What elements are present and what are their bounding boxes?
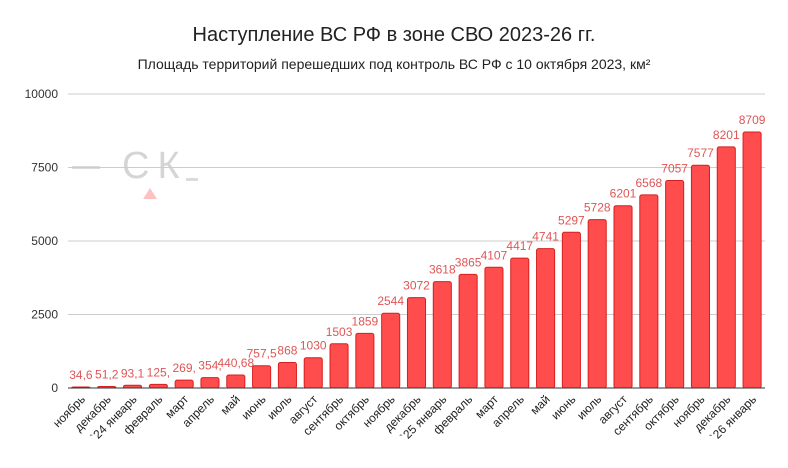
svg-text:СК: СК <box>122 145 188 187</box>
bar <box>406 297 427 389</box>
x-tick-label: июнь <box>239 392 269 422</box>
data-label: 3618 <box>429 263 456 277</box>
x-tick-label: июнь <box>548 392 578 422</box>
bar <box>226 374 246 389</box>
y-tick-label: 2500 <box>31 308 58 322</box>
y-tick-label: 5000 <box>31 234 58 248</box>
data-label: 4107 <box>481 248 508 262</box>
data-label: 868 <box>277 343 297 357</box>
data-label: 6201 <box>610 187 637 201</box>
data-label: 93,1 <box>121 366 145 380</box>
y-tick-label: 0 <box>51 381 58 395</box>
data-label: 2544 <box>377 294 404 308</box>
y-tick-label: 10000 <box>25 87 59 101</box>
bar <box>329 343 349 389</box>
bar <box>458 273 478 389</box>
bar <box>742 131 762 389</box>
data-label: 125, <box>147 365 170 379</box>
data-label: 269, <box>172 361 195 375</box>
bar <box>536 248 556 389</box>
data-label: 354, <box>198 359 221 373</box>
data-label: 51,2 <box>95 367 119 381</box>
data-label: 4417 <box>506 239 533 253</box>
data-label: 8201 <box>713 128 740 142</box>
bar <box>613 205 633 389</box>
data-label: 3072 <box>403 279 430 293</box>
data-label: 7577 <box>687 146 714 160</box>
bar <box>432 281 452 389</box>
bar <box>484 266 504 389</box>
data-label: 7057 <box>661 162 688 176</box>
bar <box>561 231 581 389</box>
bar <box>381 312 401 389</box>
data-label: 6568 <box>635 176 662 190</box>
watermark-logo: СК <box>72 145 198 199</box>
data-label: 1859 <box>352 314 379 328</box>
bar <box>587 219 607 389</box>
data-label: 3865 <box>455 255 482 269</box>
y-tick-label: 7500 <box>31 161 58 175</box>
bar <box>277 361 297 389</box>
bar <box>200 377 220 389</box>
bar <box>510 257 530 389</box>
chart-title: Наступление ВС РФ в зоне СВО 2023-26 гг. <box>192 24 596 46</box>
data-label: 1503 <box>326 325 353 339</box>
data-label: 8709 <box>739 113 766 127</box>
data-label: 1030 <box>300 339 327 353</box>
data-label: 440,68 <box>217 356 254 370</box>
bar <box>355 332 375 389</box>
bar <box>716 146 736 389</box>
bar <box>639 194 659 389</box>
data-label: 5728 <box>584 201 611 215</box>
bar <box>174 379 194 389</box>
data-label: 5297 <box>558 213 585 227</box>
data-label: 757,5 <box>247 347 277 361</box>
bar <box>665 180 685 389</box>
bar <box>303 357 323 389</box>
bar <box>252 365 272 389</box>
chart-subtitle: Площадь территорий перешедших под контро… <box>137 56 651 72</box>
bar <box>690 164 710 389</box>
data-label: 34,6 <box>69 368 93 382</box>
bar <box>148 383 168 389</box>
data-label: 4741 <box>532 230 559 244</box>
